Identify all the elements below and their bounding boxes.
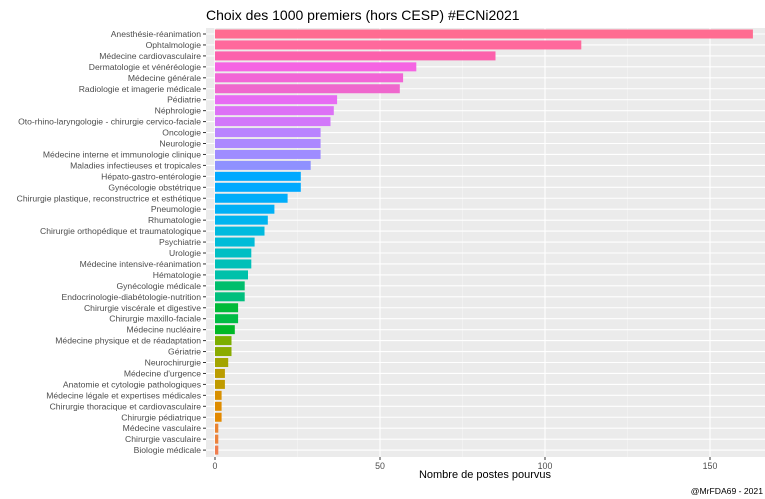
y-tick-label: Gynécologie obstétrique <box>108 182 201 192</box>
bar <box>215 139 321 148</box>
x-tick-label: 150 <box>703 461 718 471</box>
y-tick-label: Médecine générale <box>128 73 201 83</box>
bar <box>215 215 268 225</box>
y-tick-label: Radiologie et imagerie médicale <box>79 84 202 94</box>
y-tick-label: Chirurgie thoracique et cardiovasculaire <box>50 401 202 411</box>
y-tick-label: Maladies infectieuses et tropicales <box>70 160 201 170</box>
bar <box>215 204 275 214</box>
bar <box>215 314 239 324</box>
bar <box>215 248 252 258</box>
bar <box>215 149 321 159</box>
bar <box>215 40 582 50</box>
y-tick-label: Médecine intensive-réanimation <box>80 259 202 269</box>
bar <box>215 95 338 105</box>
bar <box>215 325 235 335</box>
bar <box>215 117 331 127</box>
y-tick-label: Néphrologie <box>155 106 202 116</box>
y-tick-label: Chirurgie orthopédique et traumatologiqu… <box>40 226 201 236</box>
y-tick-label: Anesthésie-réanimation <box>111 29 202 39</box>
x-tick-label: 100 <box>538 461 553 471</box>
y-tick-label: Rhumatologie <box>148 215 201 225</box>
bar <box>215 29 753 39</box>
bar <box>215 73 404 83</box>
bar <box>215 401 222 411</box>
y-axis-ticks: Anesthésie-réanimationOphtalmologieMédec… <box>17 29 206 455</box>
bar <box>215 237 255 247</box>
bar <box>215 292 245 302</box>
bars <box>215 29 753 455</box>
bar <box>215 358 229 367</box>
y-tick-label: Neurochirurgie <box>145 358 202 368</box>
bar <box>215 445 219 455</box>
y-tick-label: Médecine cardiovasculaire <box>99 51 201 61</box>
bar <box>215 368 225 378</box>
bar <box>215 434 219 444</box>
y-tick-label: Gynécologie médicale <box>116 281 201 291</box>
y-tick-label: Endocrinologie-diabétologie-nutrition <box>61 292 201 302</box>
bar <box>215 128 321 138</box>
chart-title: Choix des 1000 premiers (hors CESP) #ECN… <box>206 7 520 23</box>
bar <box>215 412 222 422</box>
y-tick-label: Biologie médicale <box>134 445 202 455</box>
bar <box>215 423 219 433</box>
y-tick-label: Psychiatrie <box>159 237 201 247</box>
y-tick-label: Pneumologie <box>151 204 201 214</box>
y-tick-label: Hématologie <box>153 270 201 280</box>
bar <box>215 51 496 61</box>
x-tick-label: 50 <box>375 461 385 471</box>
y-tick-label: Anatomie et cytologie pathologiques <box>63 379 201 389</box>
y-tick-label: Chirurgie plastique, reconstructrice et … <box>17 193 202 203</box>
y-tick-label: Pédiatrie <box>167 95 201 105</box>
bar <box>215 259 252 269</box>
bar <box>215 106 334 116</box>
x-tick-label: 0 <box>213 461 218 471</box>
bar <box>215 182 301 192</box>
y-tick-label: Médecine légale et expertises médicales <box>46 390 201 400</box>
y-tick-label: Médecine interne et immunologie clinique <box>43 149 201 159</box>
bar <box>215 171 301 181</box>
bar <box>215 270 248 280</box>
x-axis-ticks: 0 50 100 150 <box>213 457 718 471</box>
y-tick-label: Médecine physique et de réadaptation <box>55 336 201 346</box>
bar <box>215 62 417 72</box>
bar <box>215 160 311 170</box>
bar <box>215 193 288 203</box>
y-tick-label: Hépato-gastro-entérologie <box>101 171 201 181</box>
chart-caption: @MrFDA69 - 2021 <box>691 486 763 496</box>
y-tick-label: Médecine vasculaire <box>123 423 202 433</box>
y-tick-label: Ophtalmologie <box>146 40 202 50</box>
bar <box>215 347 232 357</box>
y-tick-label: Neurologie <box>159 139 201 149</box>
bar <box>215 390 222 400</box>
y-tick-label: Urologie <box>169 248 201 258</box>
y-tick-label: Médecine d'urgence <box>124 368 201 378</box>
y-tick-label: Chirurgie vasculaire <box>125 434 201 444</box>
y-tick-label: Chirurgie viscérale et digestive <box>84 303 201 313</box>
bar <box>215 281 245 291</box>
y-tick-label: Chirurgie maxillo-faciale <box>109 314 201 324</box>
y-tick-label: Dermatologie et vénéréologie <box>89 62 201 72</box>
x-axis-title: Nombre de postes pourvus <box>419 469 552 481</box>
bar <box>215 84 400 94</box>
y-tick-label: Médecine nucléaire <box>126 325 201 335</box>
bar <box>215 379 225 389</box>
y-tick-label: Gériatrie <box>168 347 201 357</box>
bar <box>215 303 239 313</box>
bar <box>215 226 265 236</box>
y-tick-label: Oncologie <box>162 128 201 138</box>
y-tick-label: Chirurgie pédiatrique <box>121 412 201 422</box>
y-tick-label: Oto-rhino-laryngologie - chirurgie cervi… <box>18 117 201 127</box>
bar <box>215 336 232 346</box>
